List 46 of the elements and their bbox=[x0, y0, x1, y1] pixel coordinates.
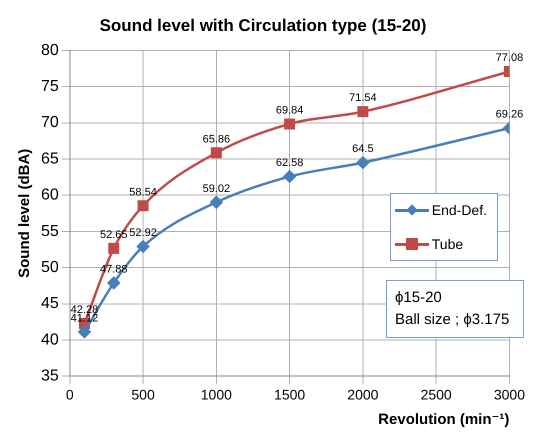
y-tick-label: 75 bbox=[41, 78, 59, 96]
point bbox=[138, 200, 149, 212]
point bbox=[284, 118, 296, 130]
data-label: 71.54 bbox=[349, 92, 377, 104]
note-box: ϕ15-20 Ball size ; ϕ3.175 bbox=[386, 280, 524, 338]
y-tick-label: 50 bbox=[41, 259, 59, 276]
y-tick-label: 45 bbox=[41, 295, 59, 312]
y-tick-label: 40 bbox=[41, 331, 59, 348]
x-axis-title: Revolution (min⁻¹) bbox=[378, 411, 510, 428]
legend-label: End-Def. bbox=[432, 202, 487, 218]
x-tick-label: 1500 bbox=[274, 386, 306, 402]
data-label: 69.26 bbox=[496, 108, 524, 121]
point bbox=[210, 147, 222, 158]
point bbox=[356, 156, 370, 169]
data-label: 77.08 bbox=[496, 52, 524, 64]
data-label: 69.84 bbox=[276, 104, 304, 116]
annotation: Ball size ; ϕ3.175 bbox=[395, 310, 510, 330]
point bbox=[283, 170, 296, 183]
x-tick-label: 1000 bbox=[200, 386, 232, 402]
data-label: 62.58 bbox=[276, 157, 304, 170]
y-tick-label: 80 bbox=[41, 42, 59, 59]
chart-title: Sound level with Circulation type (15-20) bbox=[100, 16, 426, 35]
y-tick-label: 55 bbox=[41, 222, 59, 240]
y-tick-label: 60 bbox=[41, 186, 59, 204]
data-label: 64.5 bbox=[352, 143, 374, 156]
x-tick-label: 2000 bbox=[347, 386, 379, 402]
point bbox=[78, 326, 91, 338]
x-tick-label: 2500 bbox=[420, 386, 452, 402]
point bbox=[108, 242, 120, 254]
point bbox=[108, 276, 120, 290]
x-tick-label: 3000 bbox=[494, 386, 526, 402]
data-label: 59.02 bbox=[202, 182, 230, 195]
x-tick-label: 500 bbox=[131, 386, 155, 402]
point bbox=[357, 106, 368, 118]
y-tick-label: 70 bbox=[41, 114, 59, 132]
point bbox=[210, 196, 223, 209]
data-label: 52.92 bbox=[129, 226, 157, 239]
x-tick-label: 0 bbox=[66, 386, 74, 402]
y-axis-title: Sound level (dBA) bbox=[16, 148, 34, 278]
data-label: 65.86 bbox=[202, 133, 230, 146]
annotation: ϕ15-20 bbox=[395, 288, 443, 308]
y-tick-label: 65 bbox=[41, 150, 59, 168]
legend-label: Tube bbox=[432, 236, 464, 252]
point bbox=[136, 240, 150, 253]
data-label: 58.54 bbox=[129, 186, 157, 198]
y-tick-label: 35 bbox=[41, 368, 59, 385]
